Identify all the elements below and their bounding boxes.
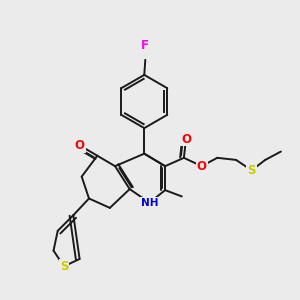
Text: S: S: [248, 164, 256, 177]
Text: O: O: [75, 139, 85, 152]
Text: S: S: [60, 260, 68, 273]
Text: NH: NH: [141, 198, 158, 208]
Text: O: O: [196, 160, 207, 173]
Text: F: F: [141, 39, 149, 52]
Text: O: O: [181, 133, 191, 146]
